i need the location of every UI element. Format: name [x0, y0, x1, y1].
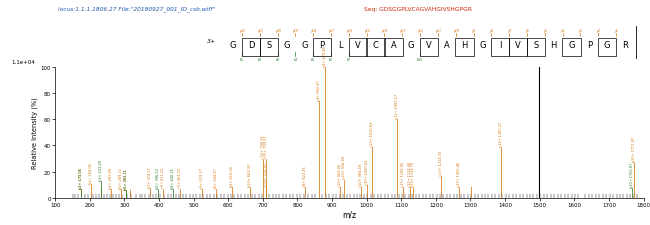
Text: y5+ 523.17: y5+ 523.17: [200, 167, 203, 188]
Text: y10+ 923.46: y10+ 923.46: [338, 164, 342, 187]
Text: y18: y18: [310, 29, 317, 33]
Text: V: V: [426, 40, 432, 50]
Text: b3: b3: [276, 57, 279, 61]
Text: y12: y12: [417, 29, 423, 33]
Text: y11: y11: [435, 29, 441, 33]
Text: G: G: [283, 40, 290, 50]
Text: b5: b5: [311, 57, 315, 61]
Text: b20+ 1771.87: b20+ 1771.87: [632, 136, 636, 162]
Text: H: H: [462, 40, 468, 50]
Text: b10: b10: [417, 57, 423, 61]
Text: y10+ 1000.43: y10+ 1000.43: [365, 159, 369, 184]
Text: b10+ 663.33: b10+ 663.33: [248, 164, 252, 187]
Text: L: L: [337, 40, 343, 50]
Text: G: G: [408, 40, 415, 50]
Text: y13: y13: [399, 29, 406, 33]
Text: b2: b2: [258, 57, 262, 61]
Text: A: A: [391, 40, 396, 50]
Text: y10+ 984.49: y10+ 984.49: [359, 164, 363, 187]
Text: +5+ 461.27: +5+ 461.27: [178, 166, 182, 188]
Text: y14: y14: [382, 29, 387, 33]
Text: b2+ 175.06: b2+ 175.06: [79, 167, 83, 188]
Text: y14+ 1387.27: y14+ 1387.27: [499, 121, 502, 146]
Text: G: G: [301, 40, 307, 50]
Y-axis label: Relative Intensity (%): Relative Intensity (%): [31, 97, 38, 169]
Text: y8+ 822.45: y8+ 822.45: [304, 166, 307, 187]
Text: +15+ 700.37: +15+ 700.37: [261, 134, 265, 158]
Text: y11+ 1087.27: y11+ 1087.27: [395, 94, 399, 119]
Text: y2: y2: [596, 29, 600, 33]
Text: y4: y4: [560, 29, 565, 33]
Text: b7: b7: [347, 57, 351, 61]
Text: b3+ 231.09: b3+ 231.09: [99, 159, 103, 180]
Text: b20+ 1765.87: b20+ 1765.87: [630, 162, 634, 187]
Text: y7: y7: [507, 29, 511, 33]
Text: G: G: [479, 40, 486, 50]
Text: G: G: [604, 40, 610, 50]
Text: P: P: [587, 40, 592, 50]
Text: y8: y8: [489, 29, 493, 33]
Text: y1: y1: [614, 29, 618, 33]
Text: P: P: [320, 40, 325, 50]
Text: y15: y15: [363, 29, 370, 33]
Text: b1: b1: [240, 57, 244, 61]
Text: y9+ 879.48: y9+ 879.48: [323, 46, 327, 66]
Text: y21: y21: [257, 29, 263, 33]
Text: y19: y19: [292, 29, 298, 33]
Text: +15+ 710.30: +15+ 710.30: [265, 163, 268, 187]
Text: y13+ 1214.70: y13+ 1214.70: [439, 150, 443, 175]
Text: y5: y5: [543, 29, 547, 33]
Text: G: G: [230, 40, 237, 50]
Text: +5+ 411.22: +5+ 411.22: [161, 166, 165, 188]
Text: b9+ 610.30: b9+ 610.30: [230, 165, 234, 186]
Text: Seq: GDSGGPLVCAGVAHGIVSHGPGR: Seq: GDSGGPLVCAGVAHGIVSHGPGR: [364, 7, 472, 12]
Text: b6: b6: [329, 57, 333, 61]
Text: y20: y20: [274, 29, 281, 33]
Text: b5+ 303.11: b5+ 303.11: [124, 168, 127, 189]
Text: b2+ 173.06: b2+ 173.06: [79, 167, 83, 188]
Text: H: H: [551, 40, 557, 50]
Text: y16: y16: [346, 29, 352, 33]
Text: y6+ 564.27: y6+ 564.27: [214, 167, 218, 188]
Text: y10+ 1015.63: y10+ 1015.63: [370, 121, 374, 146]
Text: b8+ 440.21: b8+ 440.21: [171, 168, 175, 189]
Text: b6+ 396.22: b6+ 396.22: [156, 168, 160, 189]
Text: y9: y9: [471, 29, 476, 33]
Text: b7+ 374.17: b7+ 374.17: [148, 166, 152, 187]
Text: y22: y22: [239, 29, 245, 33]
Text: C: C: [372, 40, 378, 50]
Text: y13+ 1134.70: y13+ 1134.70: [411, 161, 415, 187]
Text: V: V: [355, 40, 361, 50]
Text: y9+ 862.47: y9+ 862.47: [317, 80, 321, 100]
Text: y12+ 1124.46: y12+ 1124.46: [408, 161, 411, 187]
Text: y17: y17: [328, 29, 334, 33]
Text: locus:1.1.1.1806.27 File:"20180927_001_ID_csb.wiff": locus:1.1.1.1806.27 File:"20180927_001_I…: [58, 7, 216, 12]
Text: y6: y6: [525, 29, 529, 33]
Text: y10+ 934.49: y10+ 934.49: [342, 156, 346, 179]
Text: S: S: [533, 40, 538, 50]
Text: y3: y3: [578, 29, 582, 33]
Text: V: V: [515, 40, 521, 50]
Text: 3+: 3+: [207, 39, 216, 44]
Text: b4+ 261.08: b4+ 261.08: [109, 168, 113, 189]
Text: y10: y10: [452, 29, 459, 33]
Text: R: R: [622, 40, 628, 50]
Text: b5+ 303.11: b5+ 303.11: [124, 168, 127, 189]
Text: 1.1e+04: 1.1e+04: [11, 60, 35, 65]
X-axis label: m/z: m/z: [343, 210, 356, 219]
Text: D: D: [248, 40, 254, 50]
Text: y11+ 1106.05: y11+ 1106.05: [401, 161, 406, 187]
Text: y17+ 1265.46: y17+ 1265.46: [456, 161, 461, 187]
Text: b5+ 289.11: b5+ 289.11: [119, 168, 123, 189]
Text: A: A: [444, 40, 450, 50]
Text: I: I: [499, 40, 501, 50]
Text: G: G: [568, 40, 575, 50]
Text: b2+ 204.06: b2+ 204.06: [89, 162, 93, 183]
Text: +15+ 709.37: +15+ 709.37: [264, 134, 268, 158]
Text: b4: b4: [293, 57, 298, 61]
Text: S: S: [266, 40, 272, 50]
